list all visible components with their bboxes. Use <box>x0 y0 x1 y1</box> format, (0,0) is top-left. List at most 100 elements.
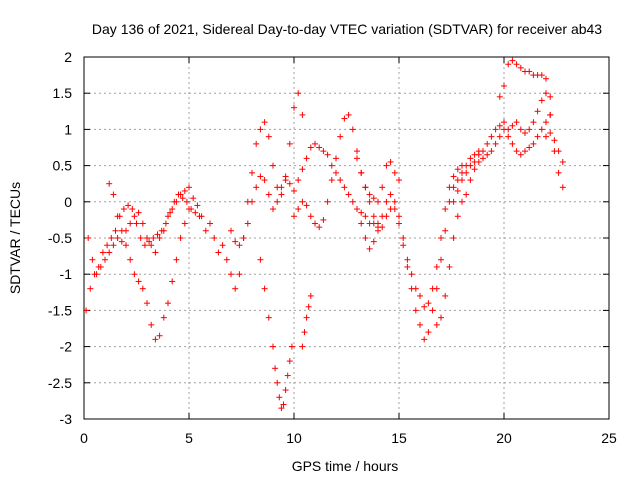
data-point <box>148 321 155 328</box>
data-point <box>396 213 402 220</box>
data-point <box>144 235 150 241</box>
data-point <box>333 155 339 162</box>
data-point <box>509 122 516 129</box>
data-point <box>396 220 402 227</box>
data-point <box>522 148 528 155</box>
data-point <box>244 220 251 227</box>
data-point <box>526 126 533 133</box>
data-point <box>517 64 524 71</box>
data-point <box>299 111 306 118</box>
data-point <box>106 249 113 256</box>
data-point <box>177 235 184 241</box>
y-tick-label: -1.5 <box>48 302 72 318</box>
data-point <box>108 235 115 241</box>
data-point <box>559 184 566 191</box>
data-point <box>349 126 356 133</box>
y-tick-label: 1.5 <box>53 85 73 101</box>
data-point <box>270 343 276 350</box>
data-point <box>320 216 327 223</box>
data-point <box>232 285 239 292</box>
data-point <box>366 191 373 198</box>
data-point <box>99 249 106 256</box>
x-tick-label: 20 <box>496 430 512 446</box>
data-point <box>249 198 255 205</box>
data-point <box>400 242 407 249</box>
data-point <box>404 256 411 263</box>
data-point <box>501 82 507 89</box>
data-point <box>190 195 197 202</box>
data-point <box>425 329 432 336</box>
data-point <box>299 198 306 205</box>
data-point <box>236 242 243 249</box>
data-point <box>131 271 138 278</box>
data-point <box>379 224 386 231</box>
data-point <box>467 177 474 184</box>
data-point <box>459 198 465 205</box>
data-point <box>137 235 144 241</box>
data-point <box>284 372 291 379</box>
data-point <box>526 144 533 151</box>
data-point <box>496 133 503 140</box>
data-point <box>110 191 117 198</box>
data-point <box>433 263 440 270</box>
data-point <box>450 198 457 205</box>
data-point <box>286 140 293 147</box>
data-point <box>257 256 264 263</box>
data-point <box>135 278 142 285</box>
data-point <box>345 191 352 198</box>
data-point <box>85 235 92 241</box>
data-point <box>167 209 174 216</box>
data-point <box>417 292 423 299</box>
data-point <box>282 173 289 180</box>
data-point <box>127 220 134 227</box>
data-point <box>120 206 127 213</box>
data-point <box>404 263 411 270</box>
data-point <box>118 238 125 245</box>
data-point <box>165 300 171 307</box>
data-point <box>400 235 407 241</box>
data-point <box>463 169 470 176</box>
data-point <box>429 307 436 314</box>
data-point <box>162 220 169 227</box>
data-point <box>358 209 365 216</box>
data-point <box>488 148 495 155</box>
data-point <box>270 162 276 169</box>
data-point <box>484 140 491 147</box>
data-point <box>303 155 310 162</box>
data-point <box>375 220 381 227</box>
data-point <box>555 148 562 155</box>
data-point <box>450 173 457 180</box>
data-point <box>87 285 94 292</box>
data-point <box>274 198 281 205</box>
data-point <box>307 144 314 151</box>
data-point <box>425 300 432 307</box>
data-point <box>148 242 155 249</box>
data-point <box>295 90 302 97</box>
x-axis-label: GPS time / hours <box>292 458 399 474</box>
data-point <box>471 158 478 165</box>
data-point <box>488 133 495 140</box>
data-point <box>383 162 390 169</box>
data-point <box>93 271 100 278</box>
data-point <box>291 213 297 220</box>
data-point <box>129 206 136 213</box>
data-point <box>274 379 281 386</box>
data-point <box>83 307 90 314</box>
data-point <box>438 314 444 321</box>
data-point <box>215 249 222 256</box>
data-point <box>328 177 335 184</box>
data-point <box>459 177 465 184</box>
x-tick-labels: 0 5 10 15 20 25 <box>80 430 617 446</box>
data-point <box>433 321 440 328</box>
data-point <box>135 209 142 216</box>
data-point <box>324 151 331 158</box>
data-point <box>547 130 554 137</box>
data-point <box>133 220 140 227</box>
data-point <box>370 238 377 245</box>
data-point <box>538 72 545 79</box>
data-point <box>505 126 512 133</box>
data-point <box>480 155 486 162</box>
data-point <box>526 68 533 75</box>
data-point <box>454 213 461 220</box>
